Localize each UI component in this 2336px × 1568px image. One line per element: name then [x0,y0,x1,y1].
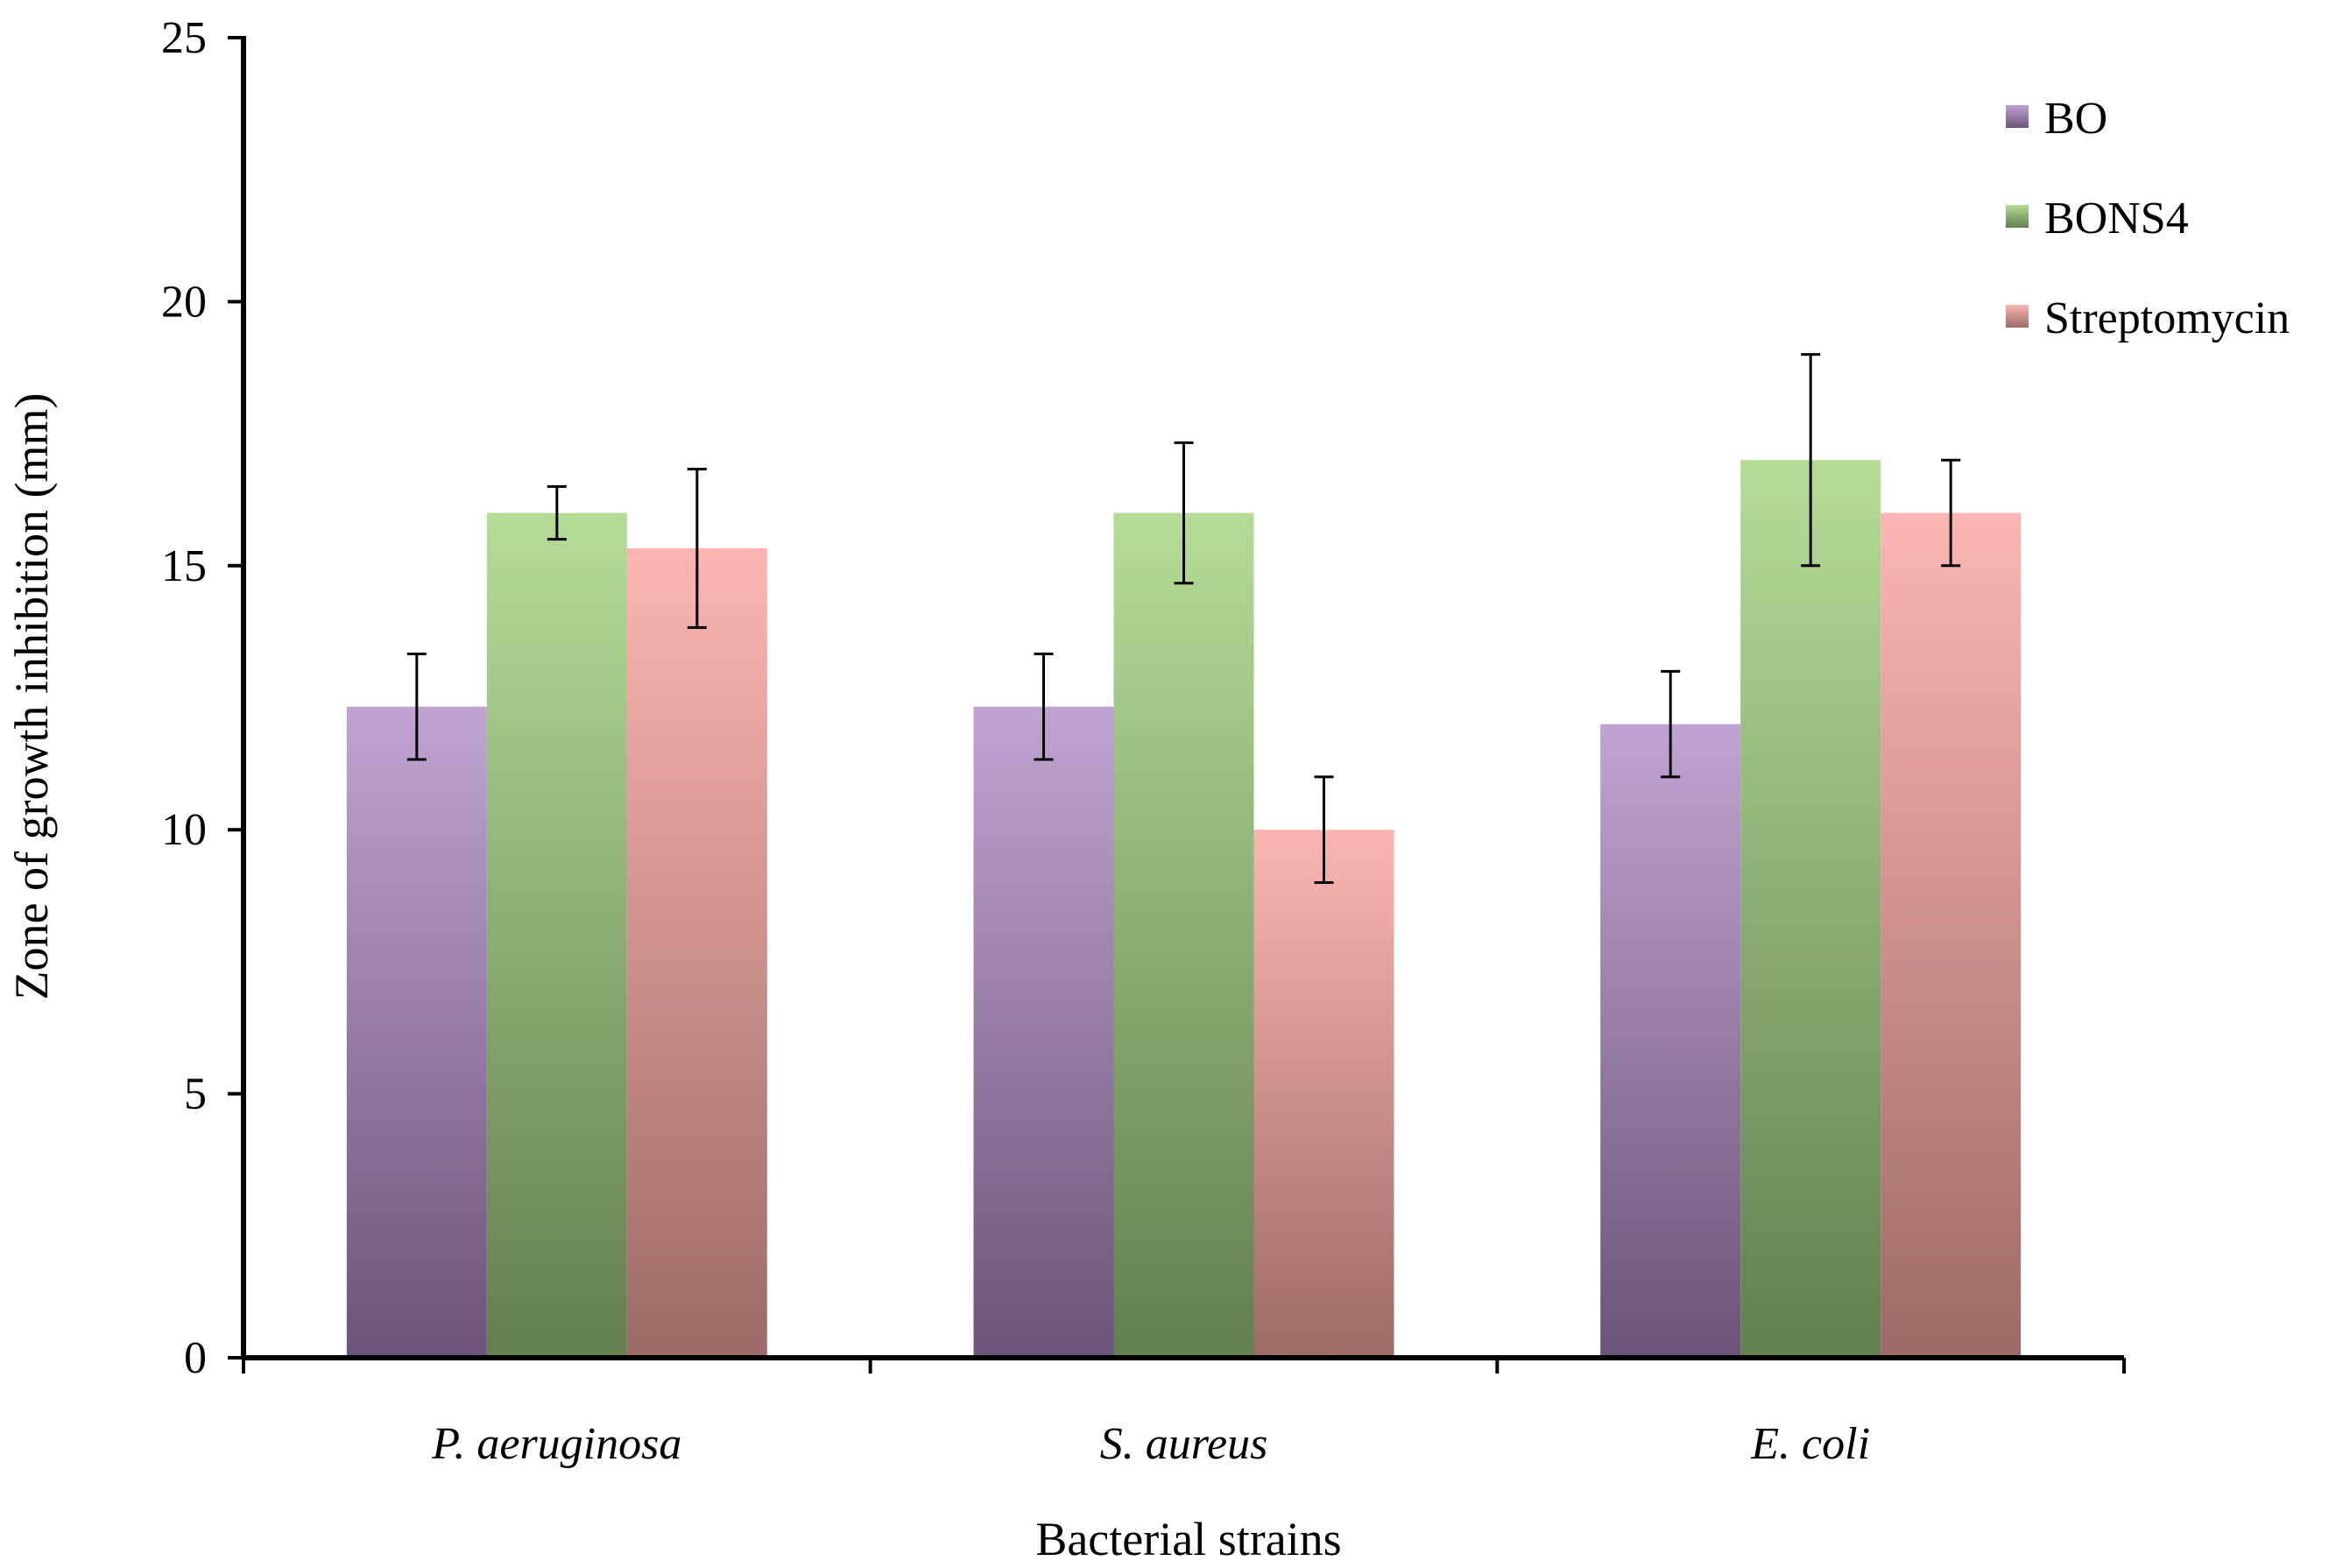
error-bars-layer [406,353,1961,884]
y-tick-label: 15 [161,541,207,591]
legend-swatch [2006,105,2029,128]
bar-bons4-1 [1113,512,1254,1358]
bar-bo-2 [1600,724,1741,1358]
bars-layer [346,460,2022,1358]
bar-streptomycin-1 [1253,830,1394,1358]
y-tick-label: 5 [184,1070,207,1119]
y-tick-label: 0 [184,1333,207,1383]
y-tick-label: 25 [161,13,207,63]
axes: 0 5 10 15 20 25 P. aeruginosa S. aureus E. coli [161,13,2126,1469]
error-bar-bo-1 [1034,652,1054,761]
bar-bons4-2 [1740,460,1881,1358]
error-bar-bons4-0 [547,484,567,541]
error-bar-streptomycin-0 [687,467,707,629]
y-tick-label: 20 [161,277,207,327]
error-bar-bo-0 [406,652,427,761]
x-tick-label: S. aureus [1100,1419,1268,1469]
bar-bo-0 [346,706,487,1358]
legend-label: Streptomycin [2044,293,2290,343]
bar-bo-1 [973,706,1114,1358]
error-bar-bo-2 [1661,669,1681,779]
bar-bons4-0 [486,512,627,1358]
legend: BO BONS4 Streptomycin [2006,94,2290,343]
legend-swatch [2006,205,2029,228]
bar-streptomycin-0 [626,547,767,1358]
legend-item-streptomycin: Streptomycin [2006,293,2290,343]
error-bar-bons4-2 [1801,353,1821,568]
legend-label: BO [2044,94,2107,144]
bar-streptomycin-2 [1881,512,2022,1358]
legend-item-bons4: BONS4 [2006,194,2189,244]
y-axis-title: Zone of growth inhibition (mm) [5,393,58,1000]
x-tick-label: E. coli [1750,1419,1870,1469]
error-bar-streptomycin-1 [1314,775,1334,884]
error-bar-streptomycin-2 [1941,458,1961,568]
error-bar-bons4-1 [1174,441,1194,585]
legend-item-bo: BO [2006,94,2107,144]
x-tick-label: P. aeruginosa [431,1419,681,1469]
y-tick-label: 10 [161,805,207,855]
x-axis-title: Bacterial strains [1035,1513,1341,1565]
legend-label: BONS4 [2044,194,2189,244]
legend-swatch [2006,305,2029,328]
